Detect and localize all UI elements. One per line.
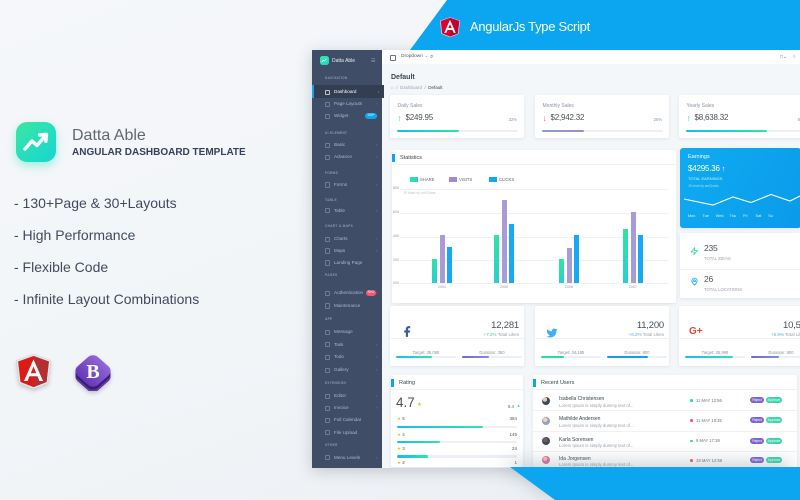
svg-text:B: B	[86, 361, 99, 383]
